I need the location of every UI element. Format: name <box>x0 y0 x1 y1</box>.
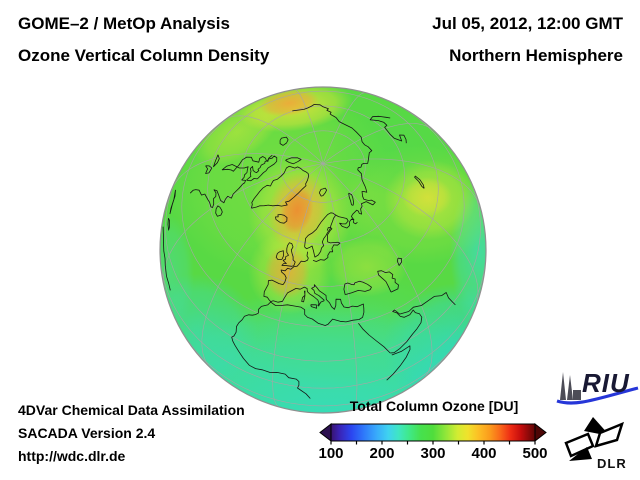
riu-cathedral-icon <box>560 372 566 400</box>
riu-logo-text: RIU <box>582 368 630 398</box>
colorbar-tick-label: 300 <box>420 445 446 462</box>
dlr-logo: DLR <box>560 412 636 476</box>
colorbar-tick-label: 500 <box>522 445 548 462</box>
assimilation-label: 4DVar Chemical Data Assimilation <box>18 402 245 418</box>
wdc-url-label: http://wdc.dlr.de <box>18 448 126 464</box>
dlr-emblem-icon <box>564 417 624 461</box>
colorbar-tick-label: 400 <box>471 445 497 462</box>
colorbar-title: Total Column Ozone [DU] <box>349 398 519 414</box>
colorbar <box>319 422 547 445</box>
riu-wave-icon <box>556 386 639 405</box>
colorbar-tick-label: 200 <box>369 445 395 462</box>
colorbar-tick-label: 100 <box>318 445 344 462</box>
riu-logo: RIU <box>556 368 640 406</box>
dlr-logo-text: DLR <box>597 456 627 471</box>
title-instrument: GOME–2 / MetOp Analysis <box>18 14 230 33</box>
hemisphere-label: Northern Hemisphere <box>449 46 623 65</box>
version-label: SACADA Version 2.4 <box>18 425 156 441</box>
title-variable: Ozone Vertical Column Density <box>18 46 270 65</box>
datetime-label: Jul 05, 2012, 12:00 GMT <box>432 14 623 33</box>
